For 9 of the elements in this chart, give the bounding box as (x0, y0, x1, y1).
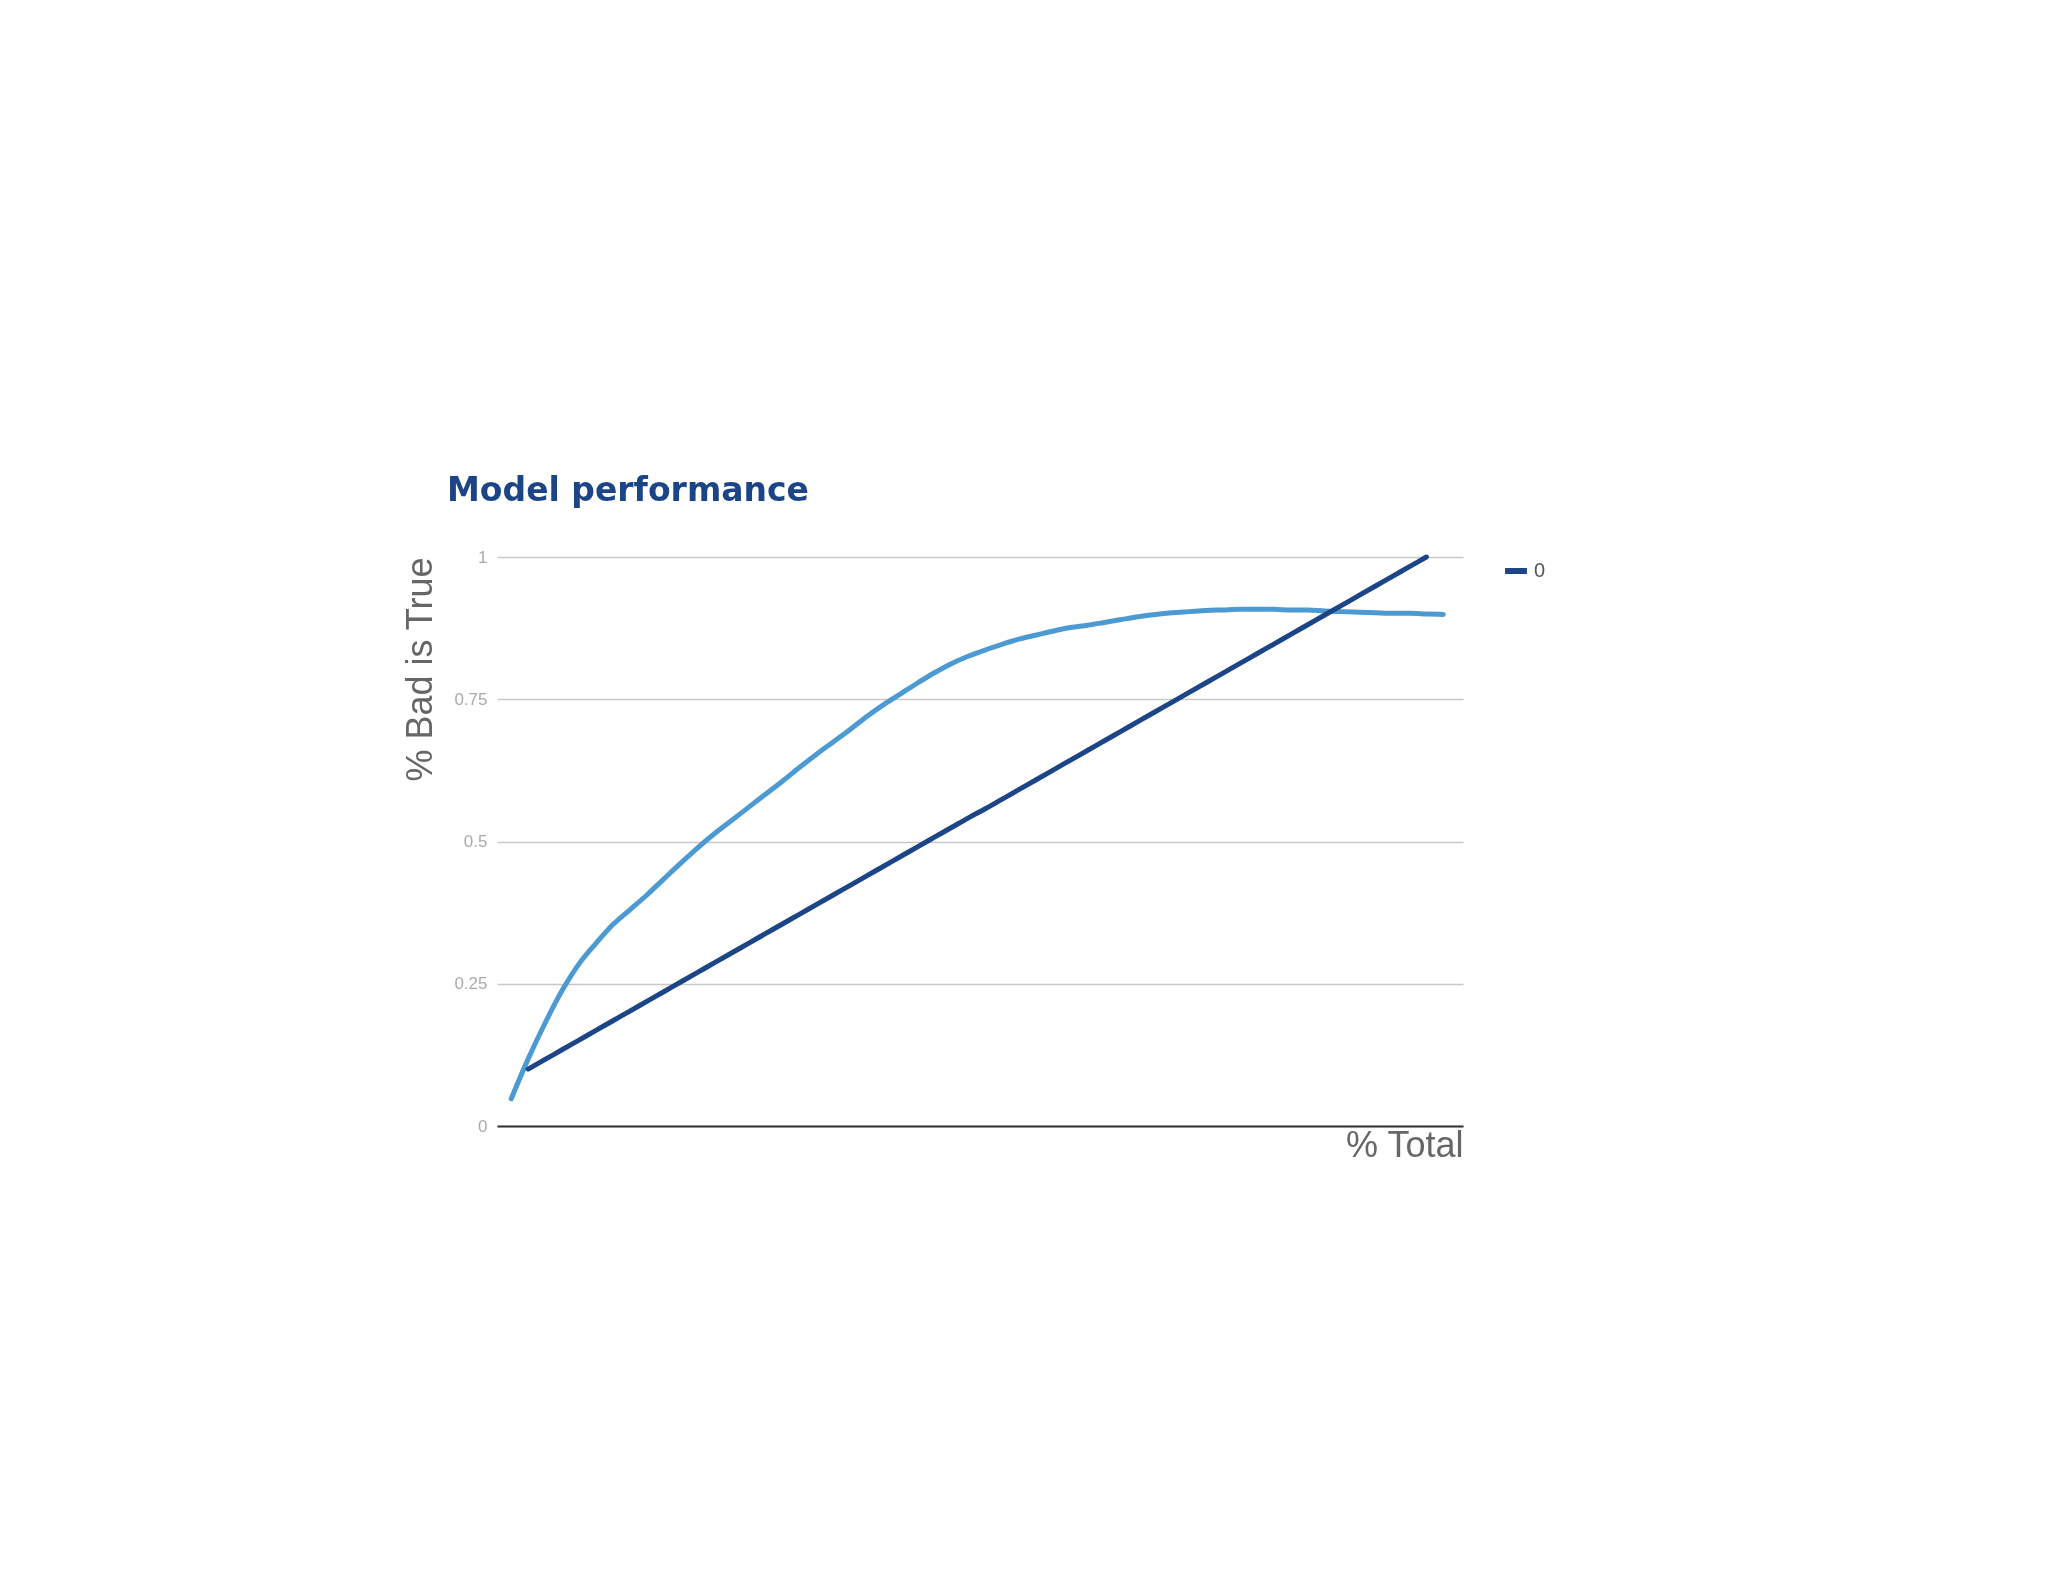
y-tick-label: 0.25 (454, 974, 488, 994)
chart-title: Model performance (447, 470, 809, 509)
y-tick-label: 0.75 (454, 689, 488, 709)
x-axis-title: % Total (1346, 1123, 1464, 1165)
y-tick-label: 0.5 (463, 832, 488, 851)
y-tick-label: 1 (478, 547, 488, 567)
y-tick-label: 0 (478, 1116, 488, 1136)
legend-label: 0 (1534, 559, 1546, 581)
y-axis-title: % Bad is True (399, 557, 441, 782)
